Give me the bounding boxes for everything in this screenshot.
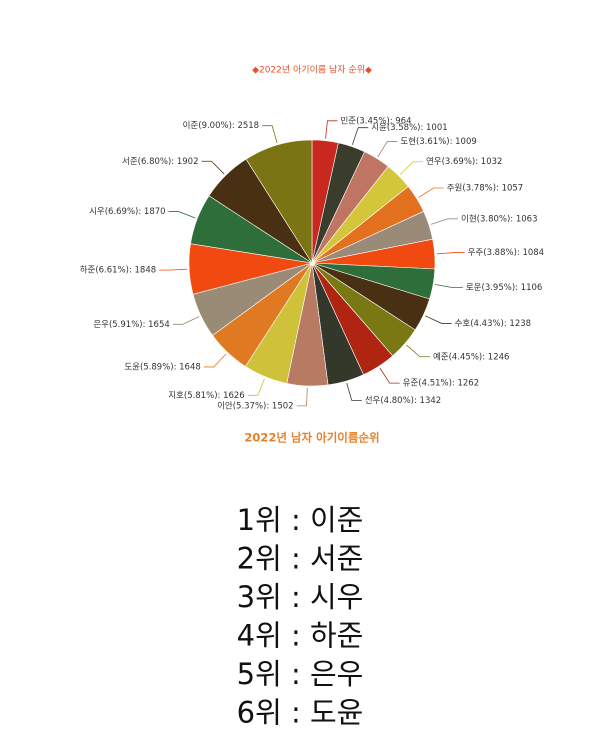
data-label: 시윤(3.58%): 1001	[371, 123, 447, 133]
data-label: 은우(5.91%): 1654	[93, 320, 169, 330]
leader-line	[296, 387, 308, 407]
data-label: 도윤(5.89%): 1648	[124, 362, 200, 372]
ranking-line: 6위 : 도윤	[237, 696, 364, 730]
leader-line	[352, 127, 369, 145]
data-label: 이준(9.00%): 2518	[183, 120, 259, 131]
data-label: 로운(3.95%): 1106	[466, 283, 542, 293]
data-label: 이안(5.37%): 1502	[217, 400, 293, 411]
leader-line	[247, 378, 265, 396]
data-label: 예준(4.45%): 1246	[433, 351, 509, 362]
data-label: 이현(3.80%): 1063	[461, 213, 537, 224]
data-label: 수호(4.43%): 1238	[455, 319, 531, 329]
leader-line	[435, 284, 463, 289]
chart-title: ◆2022년 아기이름 남자 순위◆	[252, 65, 372, 76]
leader-line	[406, 344, 430, 358]
leader-line	[325, 120, 338, 139]
leader-line	[262, 125, 278, 144]
leader-line	[346, 382, 362, 401]
ranking-line: 5위 : 은우	[237, 657, 364, 691]
leader-line	[436, 252, 465, 255]
leader-line	[418, 187, 444, 198]
data-label: 서준(6.80%): 1902	[122, 157, 198, 167]
leader-line	[377, 141, 398, 157]
leader-line	[172, 316, 200, 325]
ranking-line: 4위 : 하준	[237, 619, 364, 653]
pie-slice	[245, 139, 313, 265]
data-label: 주원(3.78%): 1057	[447, 183, 523, 193]
leader-line	[379, 367, 400, 384]
data-label: 우주(3.88%): 1084	[468, 248, 544, 258]
data-label: 연우(3.69%): 1032	[426, 157, 502, 167]
leader-line	[430, 218, 459, 225]
data-label: 하준(6.61%): 1848	[80, 265, 156, 276]
data-label: 도현(3.61%): 1009	[400, 137, 476, 147]
leader-line	[203, 353, 227, 368]
data-label: 지호(5.81%): 1626	[168, 391, 244, 401]
leader-line	[159, 268, 188, 271]
ranking-line: 3위 : 시우	[237, 580, 364, 614]
leader-line	[425, 315, 452, 324]
data-label: 선우(4.80%): 1342	[365, 396, 441, 406]
data-label: 시우(6.69%): 1870	[89, 207, 165, 217]
data-label: 유준(4.51%): 1262	[403, 379, 479, 389]
ranking-line: 2위 : 서준	[237, 542, 364, 576]
data-label: 민준(3.45%): 964	[340, 115, 411, 126]
chart-subtitle: 2022년 남자 아기이름순위	[244, 431, 379, 445]
leader-line	[399, 161, 423, 175]
ranking-line: 1위 : 이준	[237, 503, 364, 537]
leader-line	[201, 160, 225, 175]
leader-line	[168, 211, 196, 219]
